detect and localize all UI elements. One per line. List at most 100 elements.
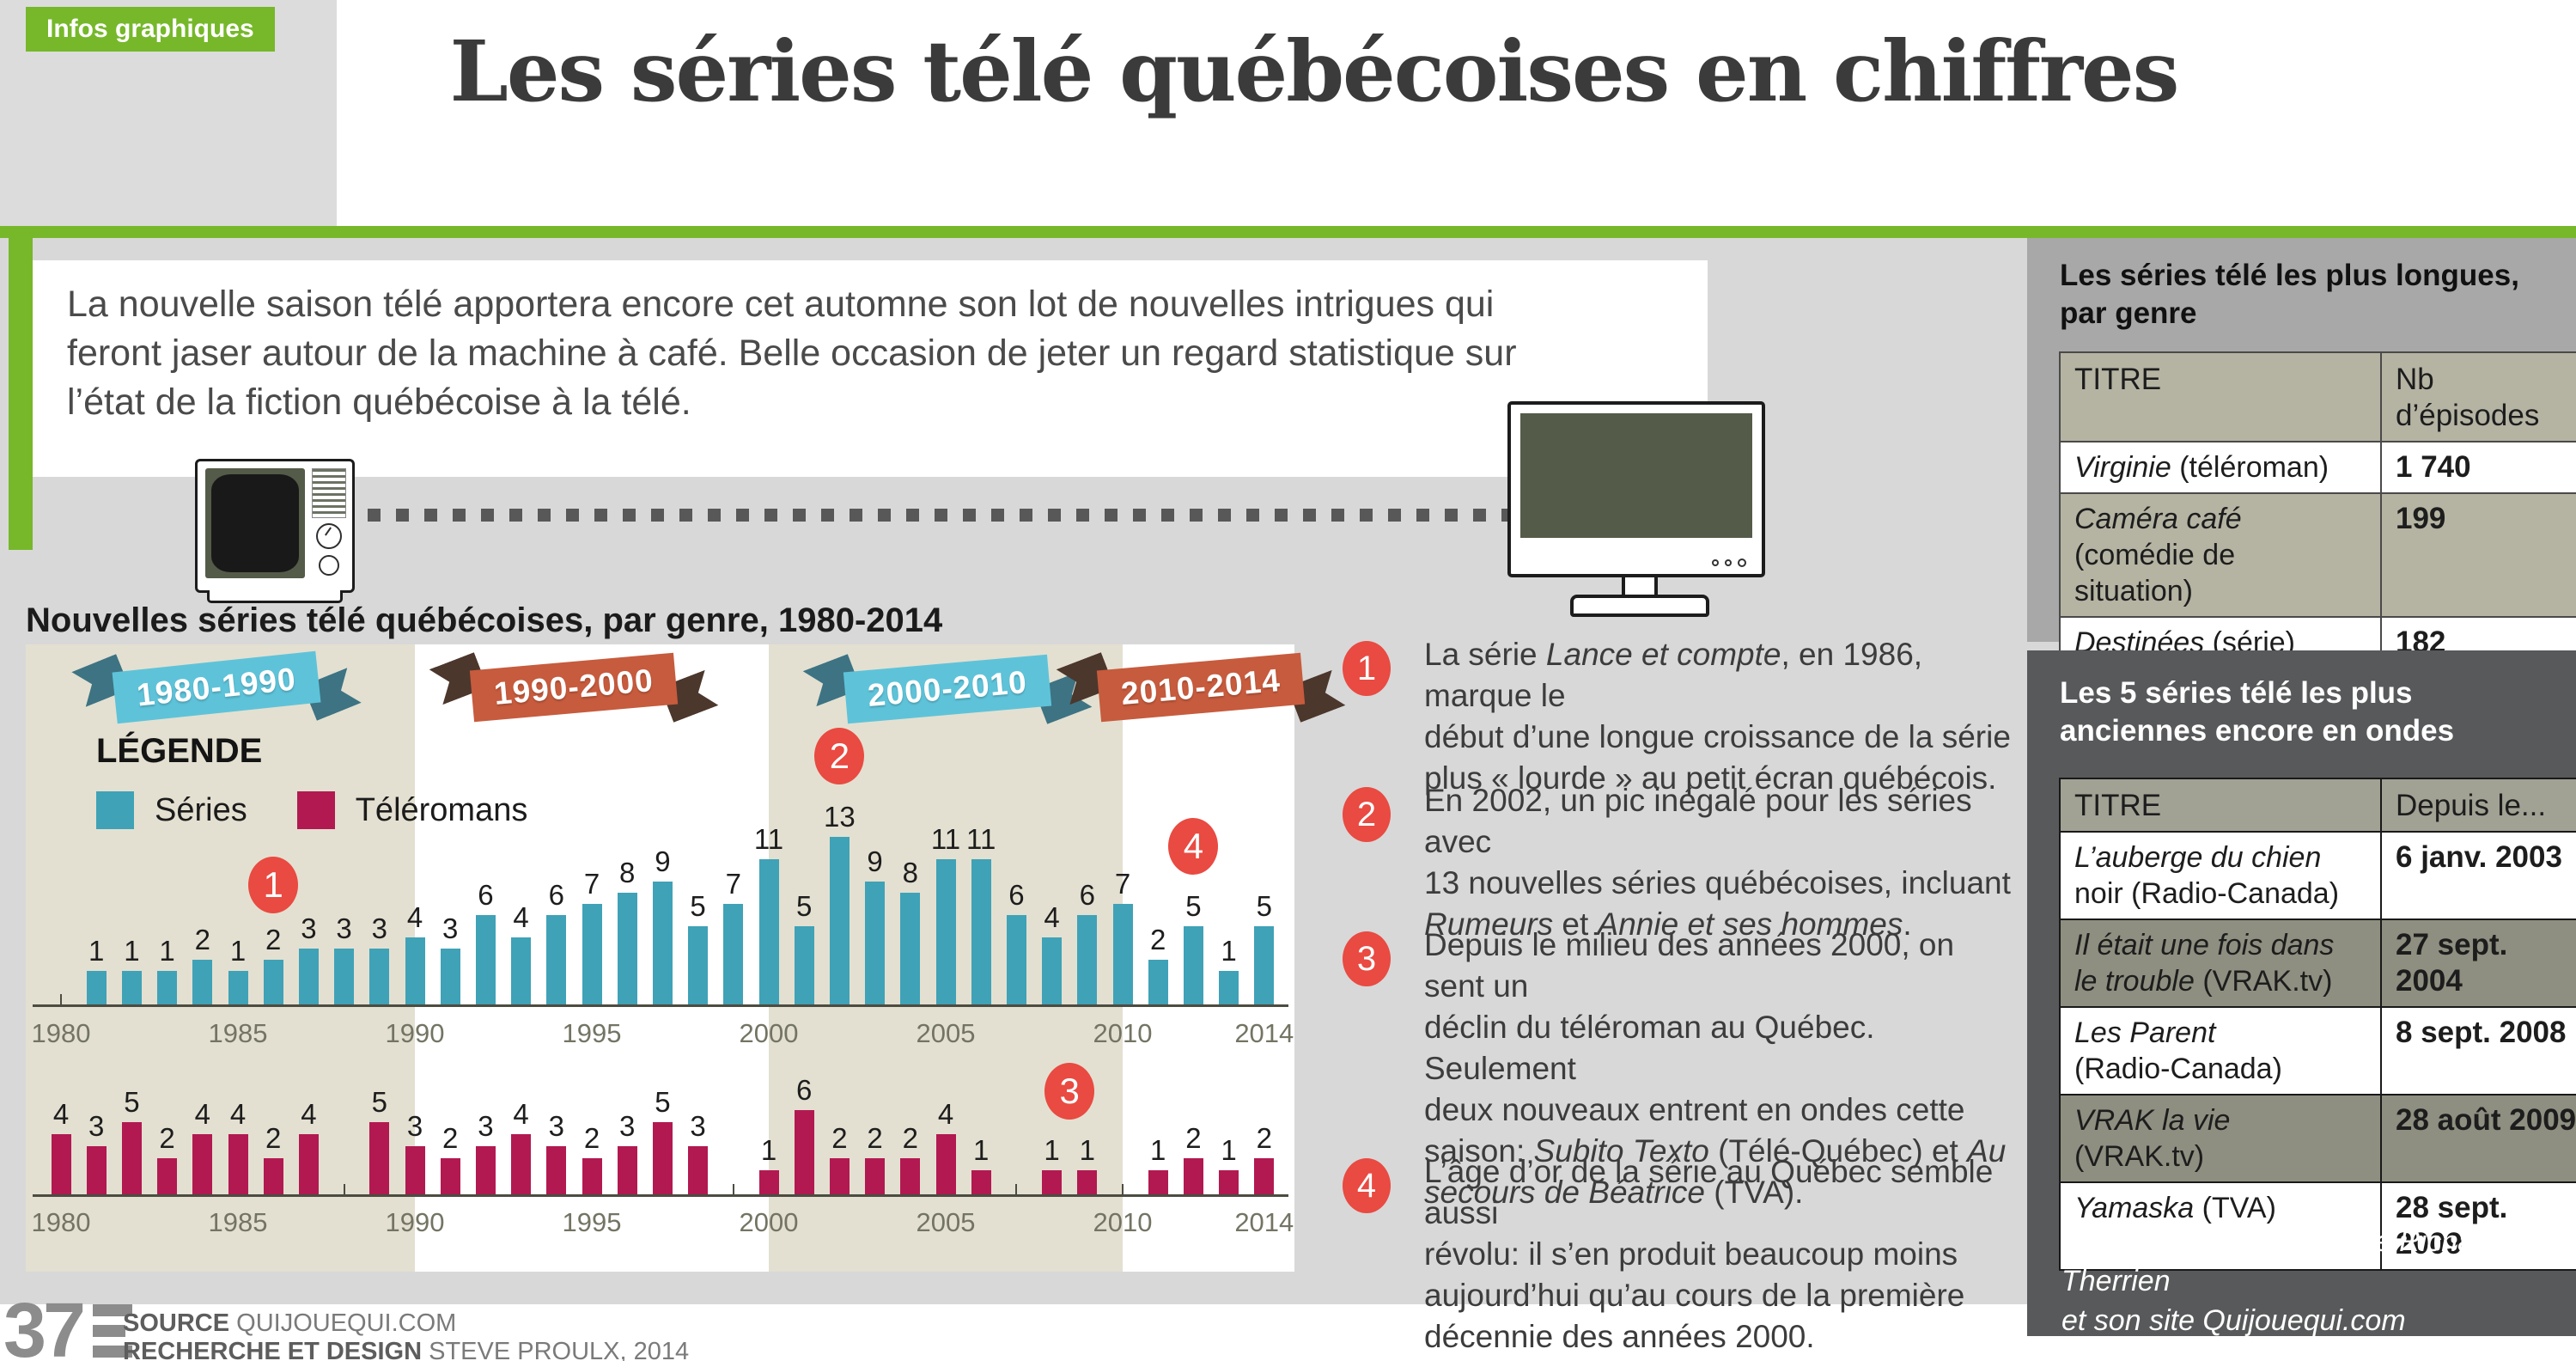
text-segment: et (1553, 906, 1598, 942)
text-segment: le trouble (2074, 965, 2195, 998)
text-segment: (VRAK.tv) (2074, 1140, 2205, 1173)
bar-Téléromans-2006 (971, 1170, 991, 1194)
button-dot-icon (1725, 559, 1732, 566)
text-line: décennie des années 2000. (1424, 1316, 2017, 1358)
chart-note-marker-4: 4 (1168, 818, 1219, 875)
table-row: Il était une fois dans le trouble (VRAK.t… (2059, 919, 2576, 1008)
text-line: Les 5 séries télé les plus (2060, 676, 2413, 710)
bar-value-label: 7 (725, 868, 741, 900)
bar-Téléromans-1995 (582, 1158, 602, 1194)
panel-title: Les 5 séries télé les plus anciennes enco… (2060, 674, 2454, 750)
text-segment: Depuis le milieu des années 2000, on sen… (1424, 927, 1955, 1004)
bar-Séries-1999 (723, 904, 744, 1004)
text-segment: situation) (2074, 575, 2193, 607)
brand-badge: Infos graphiques (26, 7, 275, 52)
text-line: Rumeurs et Annie et ses hommes. (1424, 904, 2017, 945)
text-line: révolu: il s’en produit beaucoup moins (1424, 1234, 2017, 1275)
publication-logo: 37 (3, 1292, 133, 1361)
bar-Téléromans-1981 (86, 1146, 107, 1194)
legend-label: Téléromans (355, 791, 528, 828)
flatscreen-buttons (1712, 558, 1746, 567)
text-line: secours de Béatrice (TVA). (1424, 1172, 2017, 1213)
credit-label: RECHERCHE ET DESIGN (123, 1338, 423, 1361)
x-axis-Séries (33, 1004, 1288, 1007)
bar-Téléromans-1992 (475, 1146, 496, 1194)
bar-Téléromans-2014 (1254, 1158, 1275, 1194)
logo-bar (93, 1304, 133, 1316)
text-segment: Subito Texto (1533, 1133, 1709, 1169)
bar-Séries-2010 (1112, 904, 1133, 1004)
axis-tick (1015, 1184, 1018, 1194)
bar-Séries-1992 (475, 915, 496, 1004)
bar-value-label: 3 (406, 1110, 423, 1142)
text-line: Virginie (téléroman) (2074, 449, 2366, 485)
credit-value: STEVE PROULX, 2014 (429, 1338, 690, 1361)
logo-bar (93, 1325, 126, 1337)
bar-value-label: 1 (1150, 1134, 1166, 1166)
text-line: situation) (2074, 573, 2366, 609)
bar-value-label: 2 (265, 1122, 282, 1154)
credit-note: Merci au chroniqueur télé Richard Therri… (2061, 1222, 2576, 1340)
bar-Téléromans-1993 (511, 1134, 532, 1194)
bar-Séries-2006 (971, 859, 991, 1004)
axis-year-label: 1995 (562, 1018, 622, 1048)
bar-value-label: 11 (753, 823, 784, 855)
bar-Téléromans-1990 (405, 1146, 425, 1194)
bar-Séries-1983 (157, 971, 178, 1004)
x-axis-Téléromans (33, 1194, 1288, 1197)
bar-Séries-1998 (688, 926, 709, 1004)
text-segment: VRAK la vie (2074, 1104, 2231, 1137)
axis-tick (343, 1184, 345, 1194)
legend-swatch (296, 791, 335, 829)
source-value: QUIJOUEQUI.COM (236, 1309, 457, 1337)
text-segment: Rumeurs (1424, 906, 1554, 942)
bar-value-label: 2 (159, 1122, 175, 1154)
bar-value-label: 2 (442, 1122, 459, 1154)
flatscreen-screen (1520, 413, 1752, 538)
table-header-cell: Nb d’épisodes (2380, 351, 2576, 442)
text-line: 13 nouvelles séries québécoises, incluan… (1424, 863, 2017, 904)
bar-Téléromans-1983 (157, 1158, 178, 1194)
legend-swatch (96, 791, 134, 829)
chart-legend-items: Séries Téléromans (96, 791, 577, 833)
text-line: Il était une fois dans (2074, 927, 2366, 963)
bar-value-label: 2 (265, 924, 282, 955)
bar-value-label: 5 (796, 890, 813, 922)
text-line: feront jaser autour de la machine à café… (67, 333, 1517, 374)
bar-Téléromans-1989 (369, 1122, 390, 1194)
text-line: et son site Quijouequi.com (2061, 1304, 2406, 1337)
intro-box (33, 260, 1708, 477)
text-line: anciennes encore en ondes (2060, 714, 2455, 748)
text-line: Les séries télé les plus longues, (2060, 259, 2519, 292)
bar-Séries-2011 (1148, 960, 1168, 1004)
text-segment: L’auberge du chien (2074, 841, 2322, 874)
bar-value-label: 1 (88, 935, 105, 967)
annotation-marker-4: 4 (1343, 1158, 1391, 1213)
table-value-cell: 199 (2380, 492, 2576, 618)
text-line: déclin du téléroman au Québec. Seulement (1424, 1007, 2017, 1089)
text-line: En 2002, un pic inégalé pour les séries … (1424, 780, 2017, 863)
bar-Séries-1987 (298, 949, 319, 1004)
annotation-marker-2: 2 (1343, 787, 1391, 842)
bar-Séries-2001 (794, 926, 814, 1004)
table-row: Virginie (téléroman) 1 740 (2059, 441, 2576, 494)
bar-value-label: 11 (966, 823, 996, 855)
bar-value-label: 13 (824, 801, 856, 833)
bar-Séries-1994 (546, 915, 567, 1004)
text-segment: (comédie de (2074, 539, 2236, 571)
bar-value-label: 2 (1256, 1122, 1272, 1154)
axis-tick (1122, 1184, 1124, 1194)
text-segment: aujourd’hui qu’au cours de la première (1424, 1278, 1965, 1313)
bar-Téléromans-2012 (1183, 1158, 1203, 1194)
text-line: (comédie de (2074, 537, 2366, 573)
bar-value-label: 5 (1185, 890, 1202, 922)
axis-year-label: 1985 (208, 1018, 268, 1048)
text-line: noir (Radio-Canada) (2074, 876, 2366, 912)
green-divider (0, 226, 2576, 238)
text-segment: plus « lourde » au petit écran québécois… (1424, 760, 1997, 796)
bar-value-label: 1 (159, 935, 175, 967)
bar-Téléromans-2000 (758, 1170, 779, 1194)
bar-value-label: 9 (655, 845, 671, 877)
axis-year-label: 1980 (31, 1207, 91, 1237)
bar-value-label: 3 (371, 912, 387, 944)
